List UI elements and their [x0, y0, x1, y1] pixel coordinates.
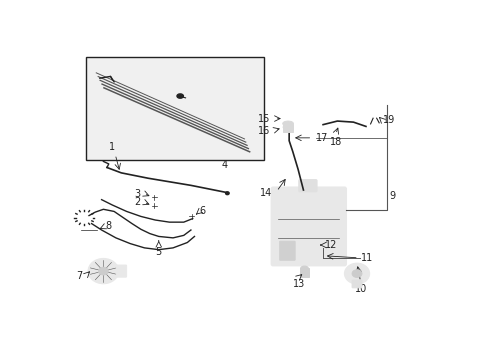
Bar [85, 57, 264, 160]
Text: 13: 13 [292, 279, 305, 289]
Text: 11: 11 [360, 253, 372, 263]
Text: 8: 8 [105, 221, 111, 231]
FancyBboxPatch shape [298, 180, 316, 192]
Bar [300, 268, 308, 277]
Text: 3: 3 [134, 189, 140, 199]
Text: 19: 19 [382, 115, 394, 125]
Ellipse shape [88, 258, 118, 284]
Text: 4: 4 [222, 160, 227, 170]
Ellipse shape [177, 94, 183, 98]
Ellipse shape [81, 214, 88, 221]
Ellipse shape [283, 125, 292, 129]
Ellipse shape [300, 266, 308, 271]
Text: 14: 14 [260, 188, 272, 198]
Ellipse shape [98, 267, 108, 275]
FancyBboxPatch shape [116, 265, 126, 277]
Text: 18: 18 [329, 137, 341, 147]
Text: 9: 9 [388, 191, 394, 201]
Text: 1: 1 [108, 142, 115, 152]
Text: 17: 17 [315, 133, 327, 143]
Ellipse shape [344, 263, 369, 284]
FancyBboxPatch shape [279, 241, 295, 260]
Text: 5: 5 [155, 247, 162, 257]
Bar [282, 123, 293, 132]
Text: 7: 7 [76, 271, 82, 282]
Text: 16: 16 [258, 126, 270, 136]
FancyBboxPatch shape [351, 280, 361, 288]
Text: 10: 10 [354, 284, 366, 294]
FancyBboxPatch shape [271, 187, 346, 266]
Text: 12: 12 [324, 240, 337, 250]
Ellipse shape [351, 270, 361, 278]
Ellipse shape [282, 121, 293, 126]
Text: 6: 6 [200, 206, 205, 216]
Text: 2: 2 [134, 197, 140, 207]
Ellipse shape [225, 192, 229, 195]
Text: 15: 15 [257, 113, 270, 123]
